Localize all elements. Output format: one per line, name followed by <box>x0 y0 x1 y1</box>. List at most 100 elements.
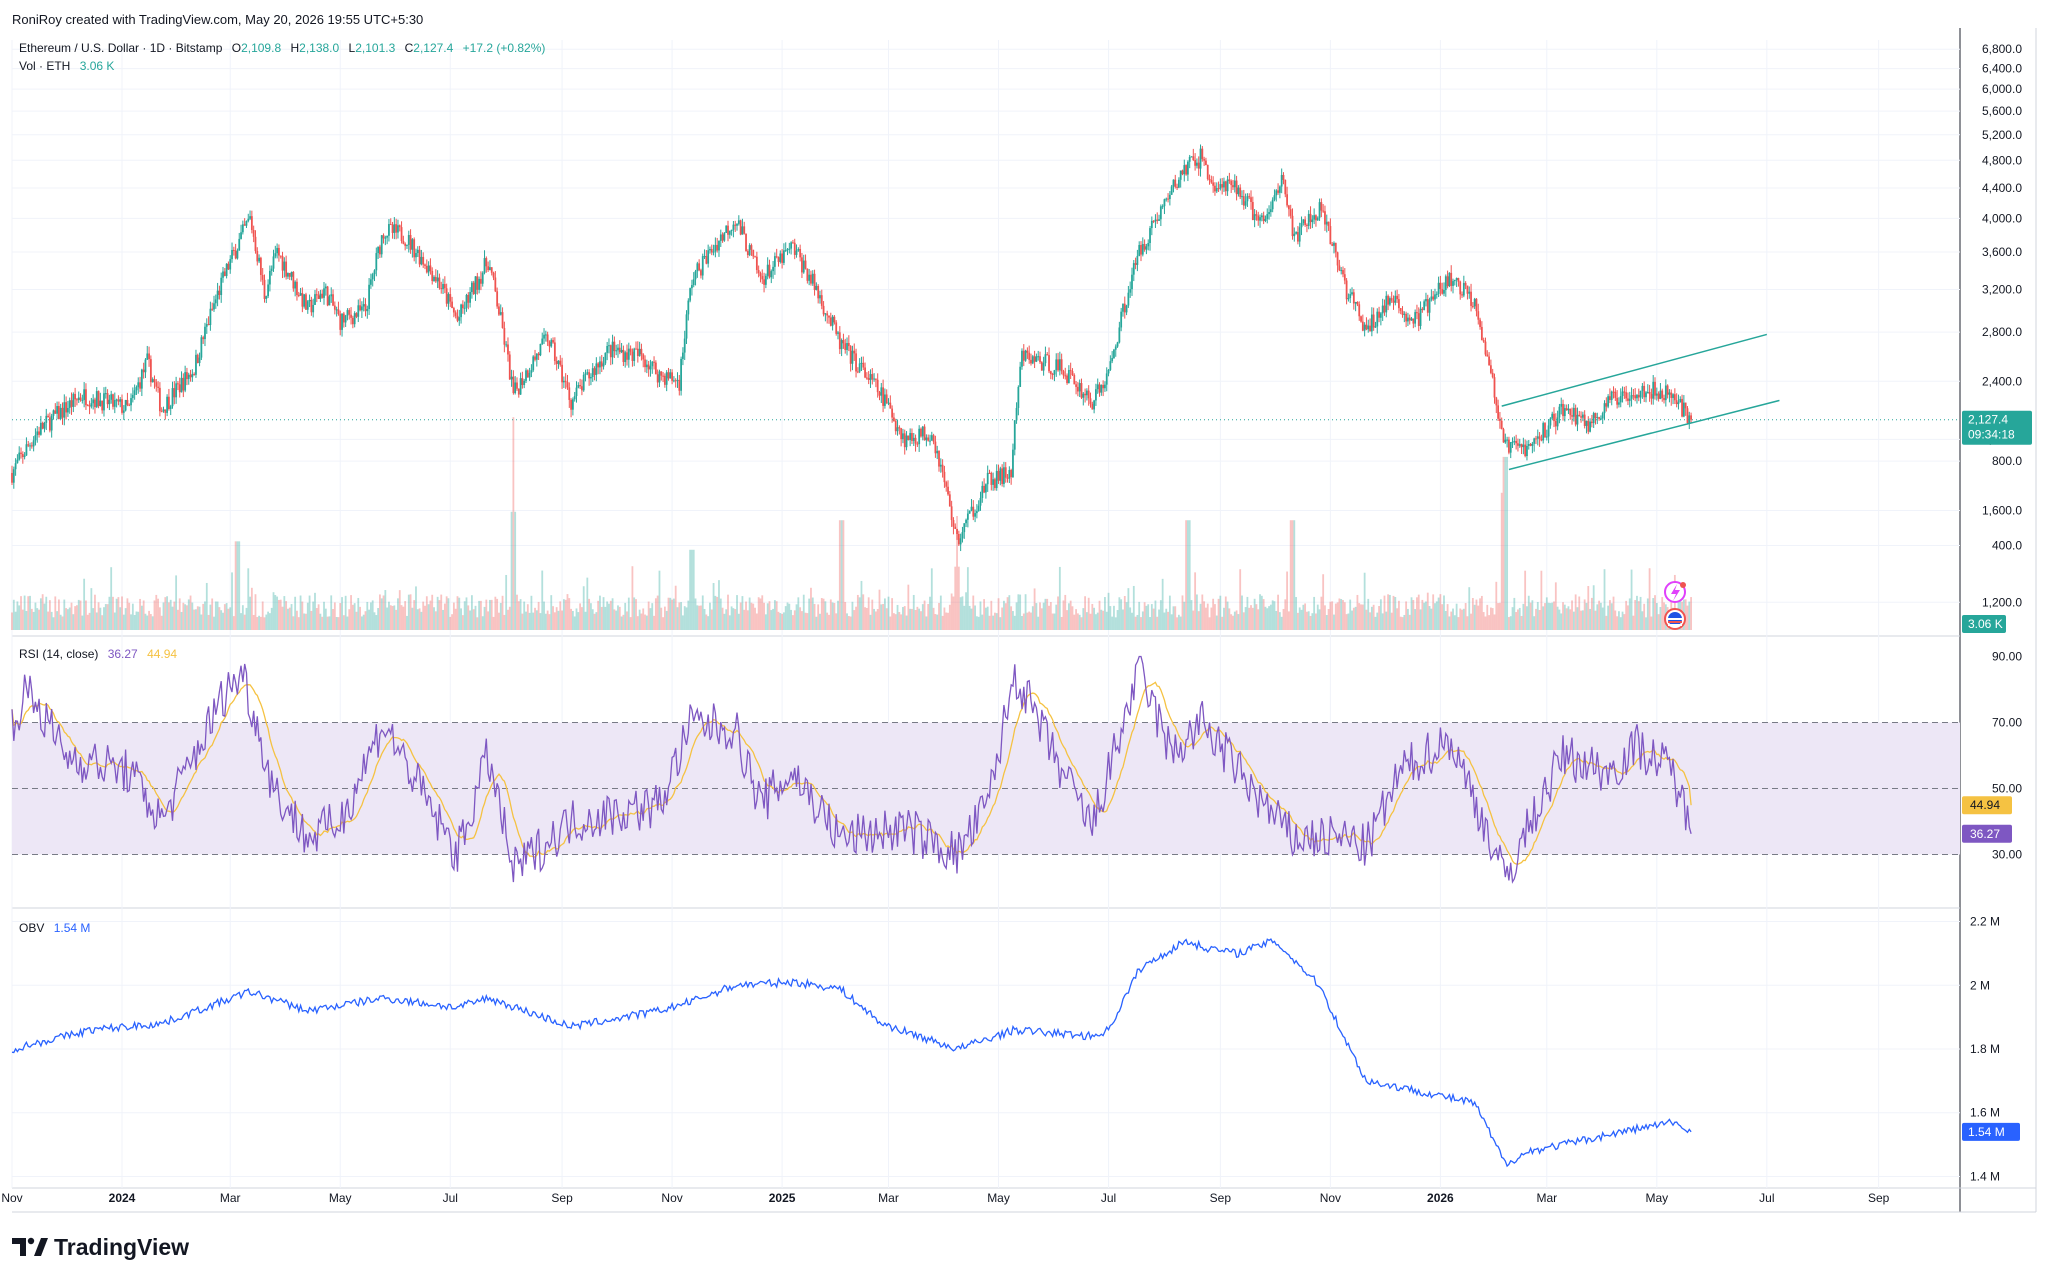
volume-bar <box>514 511 517 630</box>
candle-body <box>1576 414 1579 425</box>
volume-bar <box>1637 601 1640 630</box>
candle-body <box>1158 219 1160 221</box>
volume-bar <box>1145 605 1148 630</box>
candle-body <box>1352 292 1355 304</box>
ascending-channel-drawing[interactable] <box>1501 333 1780 471</box>
volume-bar <box>460 608 462 630</box>
candle-body <box>1410 318 1413 321</box>
candle-body <box>1540 439 1543 441</box>
volume-bar <box>669 597 672 630</box>
volume-bar <box>1228 608 1231 630</box>
candle-body <box>1015 407 1018 421</box>
legend-volume[interactable]: Vol · ETH 3.06 K <box>19 59 114 73</box>
volume-bar <box>1076 613 1079 630</box>
volume-bar <box>595 612 598 630</box>
candle-body <box>341 313 343 330</box>
earnings-flash-icon[interactable] <box>1664 581 1686 603</box>
candle-body <box>505 344 508 346</box>
candle-body <box>1080 383 1083 398</box>
candle-body <box>350 314 352 318</box>
tradingview-wordmark: TradingView <box>54 1234 189 1260</box>
volume-bar <box>797 597 800 630</box>
volume-bar <box>909 608 912 630</box>
volume-bar <box>429 600 432 630</box>
volume-bar <box>1264 606 1267 630</box>
volume-bar <box>750 602 753 630</box>
volume-bar <box>209 604 212 630</box>
volume-bar <box>339 603 342 630</box>
candle-body <box>571 399 574 410</box>
volume-bar <box>732 608 735 630</box>
rsi-badge-text: 36.27 <box>1970 827 2000 841</box>
volume-bar <box>1488 615 1490 630</box>
time-axis-labels[interactable]: Nov 2024 Mar May Jul Sep Nov 2025 Mar May Jul Sep No… <box>1 1191 1889 1205</box>
candle-body <box>615 350 618 352</box>
volume-bar <box>1392 595 1395 630</box>
volume-bar <box>1576 607 1579 630</box>
candle-body <box>171 388 174 407</box>
volume-bar <box>1434 603 1436 630</box>
candle-body <box>1549 418 1552 426</box>
volume-bar <box>173 601 176 630</box>
volume-bar <box>400 605 403 630</box>
obv-line <box>11 938 1692 1168</box>
candle-body <box>128 404 131 406</box>
volume-bar <box>474 605 477 630</box>
price-axis-labels[interactable]: 6,800.06,400.06,000.05,600.05,200.04,800… <box>1970 42 2022 1183</box>
candle-body <box>936 450 939 454</box>
volume-bar <box>559 601 562 630</box>
candle-body <box>1627 398 1629 401</box>
volume-bar <box>806 613 809 630</box>
candle-body <box>305 294 307 310</box>
legend-obv[interactable]: OBV 1.54 M <box>19 921 90 935</box>
volume-bar <box>1621 611 1624 630</box>
volume-bar <box>1199 603 1202 630</box>
volume-bar <box>218 607 221 630</box>
candle-body <box>938 450 940 467</box>
candle-body <box>1197 162 1200 169</box>
volume-bar <box>1500 492 1503 630</box>
volume-bar <box>770 610 773 630</box>
volume-bar <box>1116 610 1119 630</box>
tradingview-logo[interactable]: TradingView <box>12 1234 189 1260</box>
volume-bar <box>1387 594 1389 630</box>
credit-text: RoniRoy created with TradingView.com, Ma… <box>12 12 423 27</box>
candle-body <box>415 253 417 258</box>
candle-body <box>826 313 829 316</box>
volume-bar <box>386 607 389 630</box>
volume-bar <box>1167 611 1169 630</box>
volume-bar <box>1024 594 1027 630</box>
candle-body <box>701 256 704 276</box>
candle-body <box>716 244 719 251</box>
volume-bar <box>485 599 488 630</box>
candle-body <box>373 270 376 275</box>
rsi-tick-label: 90.00 <box>1992 650 2022 664</box>
candle-body <box>591 368 594 377</box>
volume-bar <box>1439 594 1442 630</box>
volume-bar <box>1569 609 1572 630</box>
candle-body <box>400 227 403 241</box>
volume-bar <box>1562 602 1564 630</box>
volume-bar <box>936 614 939 630</box>
candle-body <box>1024 350 1027 361</box>
candle-body <box>1156 219 1159 221</box>
candle-body <box>876 379 879 393</box>
candle-body <box>990 473 993 485</box>
us-flag-event-icon[interactable] <box>1664 608 1686 630</box>
candle-body <box>1048 355 1050 372</box>
candle-body <box>799 248 802 258</box>
candle-body <box>1619 396 1622 403</box>
volume-bar <box>1448 616 1451 630</box>
volume-bar <box>600 606 603 630</box>
candle-body <box>259 257 262 275</box>
candle-body <box>164 409 167 413</box>
legend-rsi[interactable]: RSI (14, close) 36.27 44.94 <box>19 647 177 661</box>
candle-body <box>1232 185 1234 188</box>
volume-bar <box>1497 603 1500 630</box>
volume-bar <box>1152 608 1155 630</box>
volume-bar <box>790 609 793 630</box>
legend-main[interactable]: Ethereum / U.S. Dollar · 1D · Bitstamp O… <box>19 41 545 55</box>
candle-body <box>18 452 21 460</box>
candle-body <box>1571 415 1573 417</box>
